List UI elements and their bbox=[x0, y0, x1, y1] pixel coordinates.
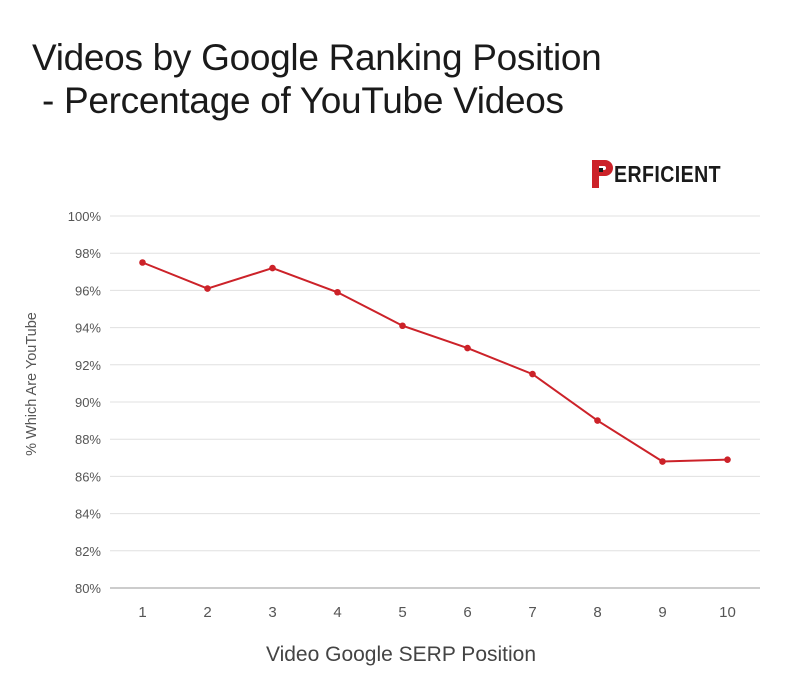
x-tick-label: 8 bbox=[593, 604, 601, 621]
data-point bbox=[594, 417, 601, 424]
data-point bbox=[529, 370, 536, 378]
y-tick-label: 90% bbox=[75, 395, 101, 410]
x-tick-label: 10 bbox=[719, 604, 736, 621]
chart-title-line1: Videos by Google Ranking Position bbox=[32, 37, 602, 78]
y-tick-label: 98% bbox=[75, 246, 101, 261]
data-point bbox=[724, 456, 731, 463]
x-tick-label: 2 bbox=[203, 604, 211, 621]
logo-text: ERFICIENT bbox=[614, 160, 722, 187]
y-tick-label: 80% bbox=[75, 581, 101, 596]
x-tick-label: 7 bbox=[528, 604, 536, 621]
y-tick-label: 94% bbox=[75, 321, 101, 336]
data-point bbox=[659, 458, 666, 465]
data-point bbox=[204, 285, 211, 292]
x-tick-label: 5 bbox=[398, 604, 406, 621]
chart-title-line2: - Percentage of YouTube Videos bbox=[42, 80, 564, 121]
chart-title: Videos by Google Ranking Position - Perc… bbox=[32, 36, 602, 122]
y-axis-ticks: 100% 98% 96% 94% 92% 90% 88% 86% 84% 82% 80% bbox=[68, 209, 102, 596]
y-tick-label: 92% bbox=[75, 358, 101, 373]
x-axis-ticks: 1 2 3 4 5 6 7 8 9 10 bbox=[138, 604, 736, 621]
data-point bbox=[269, 264, 276, 272]
y-tick-label: 86% bbox=[75, 469, 101, 484]
y-tick-label: 100% bbox=[68, 209, 102, 224]
y-tick-label: 82% bbox=[75, 544, 101, 559]
data-point bbox=[399, 322, 406, 330]
x-tick-label: 1 bbox=[138, 604, 146, 621]
y-tick-label: 84% bbox=[75, 507, 101, 522]
perficient-p-mark-icon bbox=[592, 160, 613, 188]
y-tick-label: 96% bbox=[75, 283, 101, 298]
perficient-logo: ERFICIENT bbox=[592, 160, 740, 188]
x-tick-label: 6 bbox=[463, 604, 471, 621]
series-line bbox=[142, 261, 728, 463]
data-point bbox=[464, 344, 471, 352]
x-tick-label: 4 bbox=[333, 604, 341, 621]
x-tick-label: 9 bbox=[658, 604, 666, 621]
data-point bbox=[334, 288, 341, 296]
y-axis-label: % Which Are YouTube bbox=[24, 312, 40, 456]
data-point bbox=[139, 259, 146, 266]
x-tick-label: 3 bbox=[268, 604, 276, 621]
gridlines bbox=[110, 215, 760, 552]
x-axis-label: Video Google SERP Position bbox=[266, 643, 536, 666]
data-points bbox=[139, 259, 731, 465]
y-tick-label: 88% bbox=[75, 432, 101, 447]
